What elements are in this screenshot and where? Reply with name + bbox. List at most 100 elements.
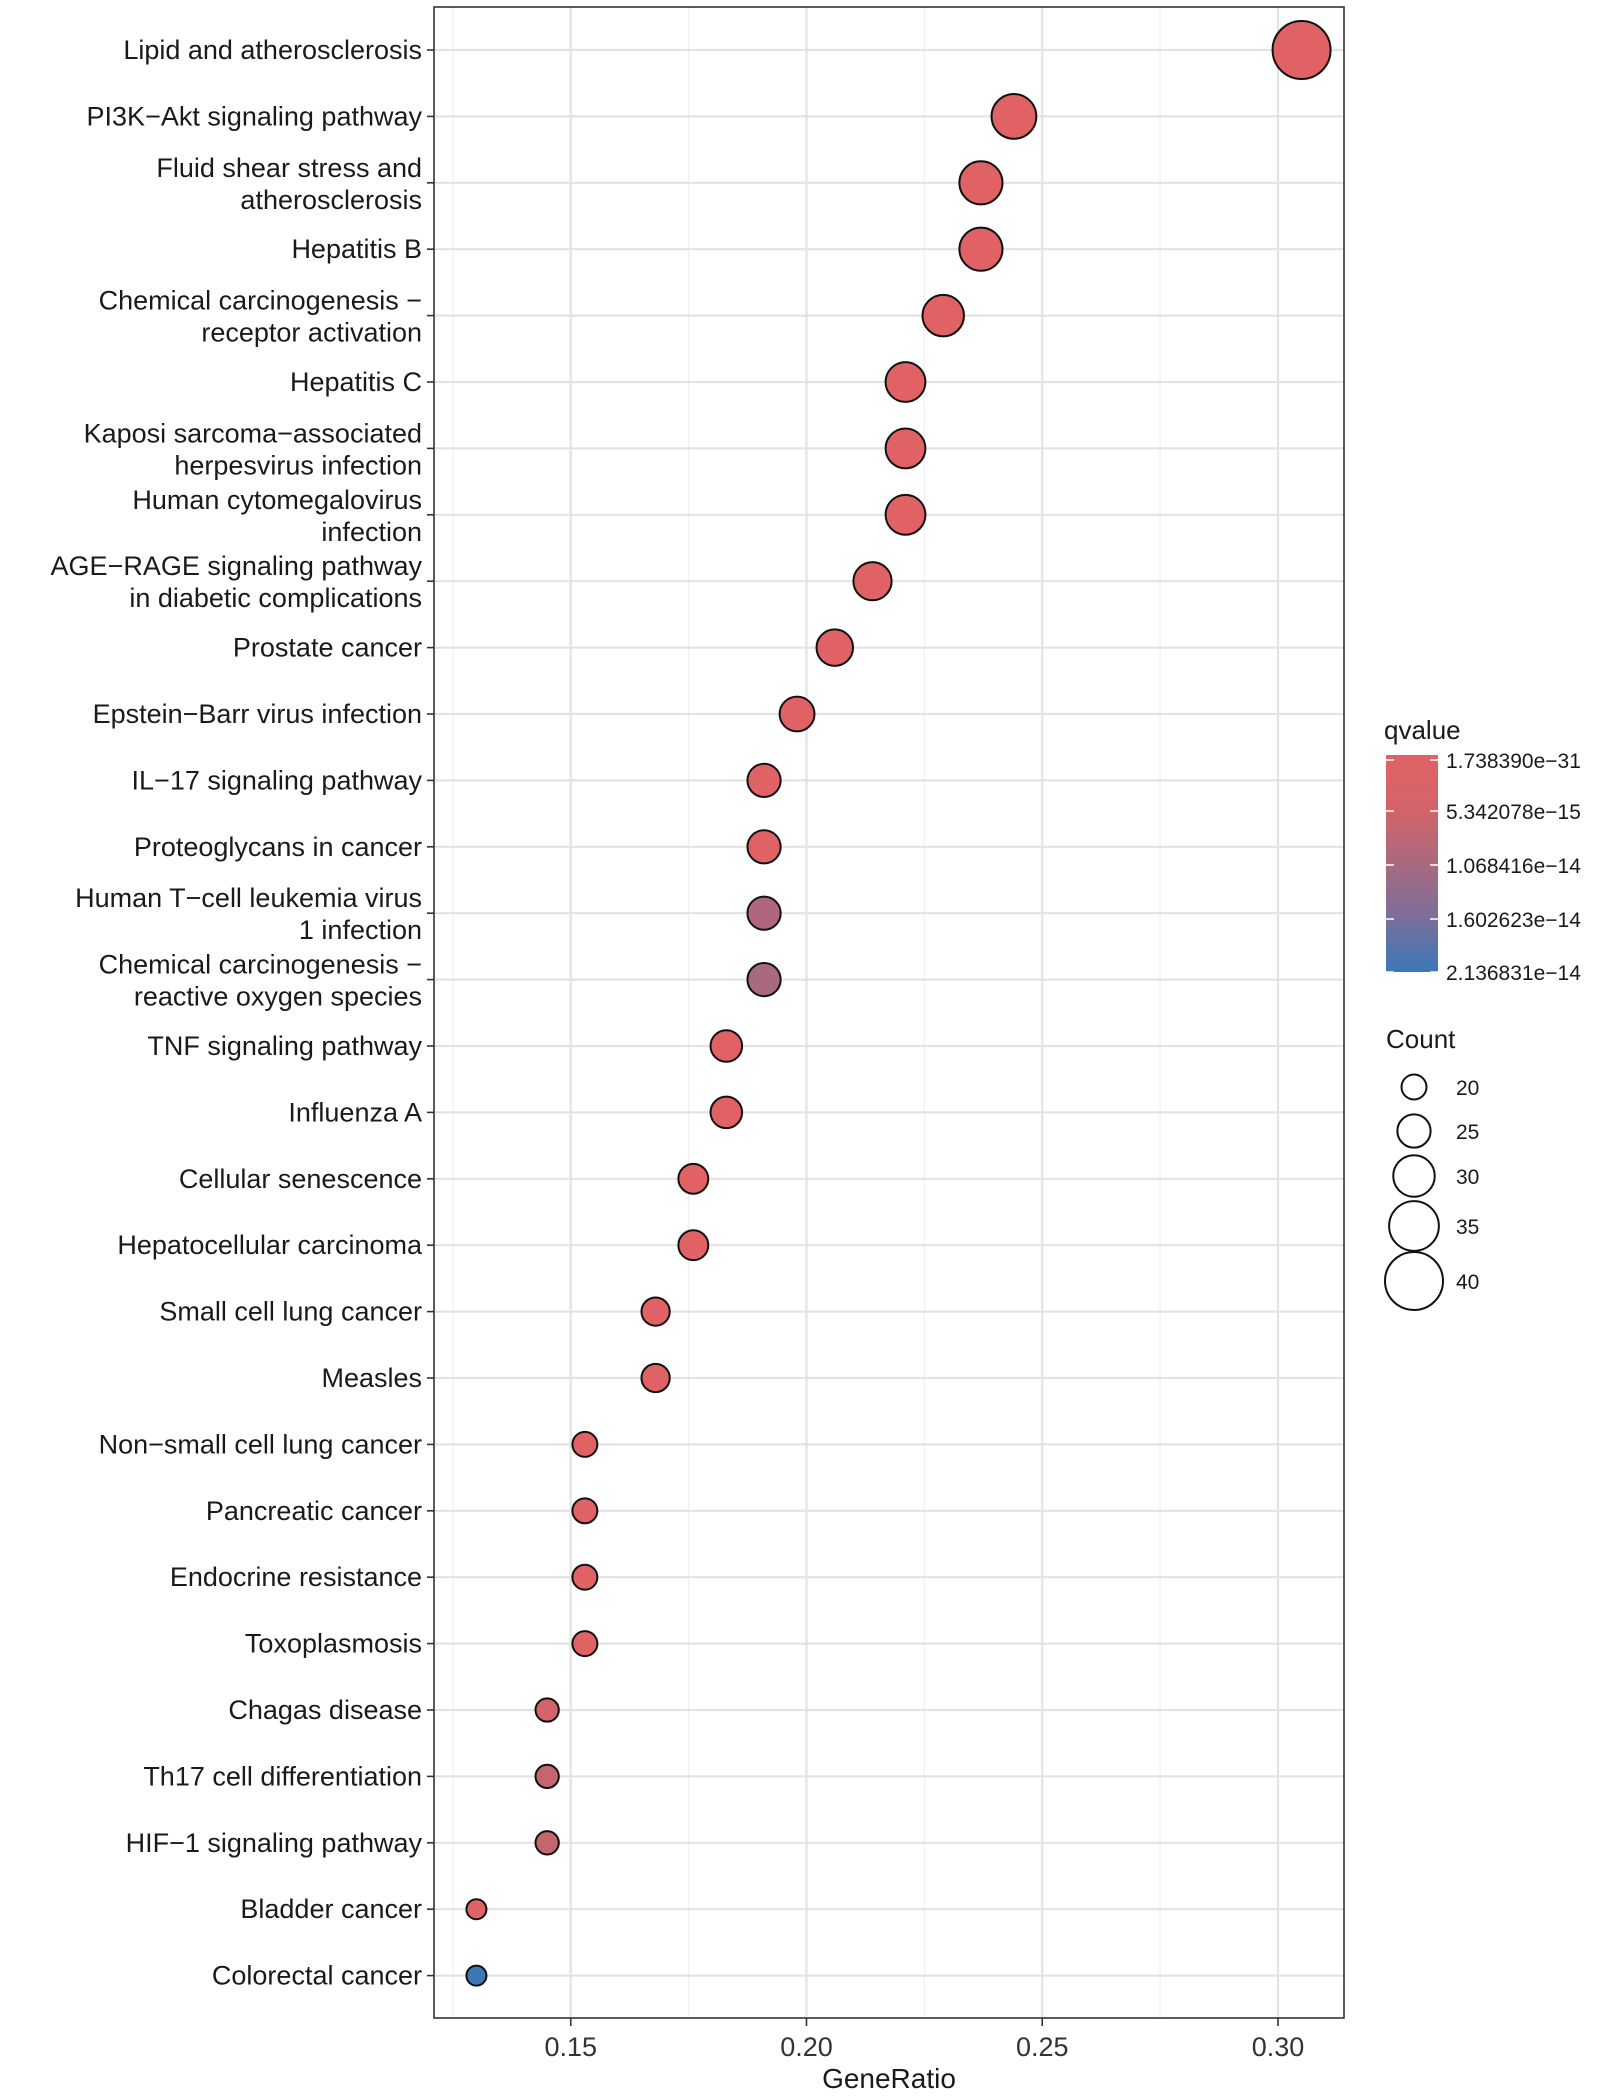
category-label: Hepatocellular carcinoma (117, 1230, 423, 1260)
category-label-line: Fluid shear stress and (156, 153, 422, 183)
category-label-line: Kaposi sarcoma−associated (84, 418, 422, 448)
data-point (571, 1563, 599, 1591)
category-label: AGE−RAGE signaling pathway in diabetic co… (51, 551, 423, 613)
data-point (778, 695, 816, 733)
x-axis-ticks: 0.15 0.20 0.25 0.30 (544, 2018, 1304, 2062)
data-point (709, 1095, 744, 1130)
y-axis-labels: Lipid and atherosclerosis PI3K−Akt signal… (51, 35, 434, 1991)
data-point (884, 427, 927, 470)
category-label: Fluid shear stress and atherosclerosis (156, 153, 422, 215)
data-points (465, 20, 1332, 1987)
data-point (640, 1362, 671, 1394)
category-label-line: 1 infection (299, 915, 422, 945)
category-label: Prostate cancer (233, 633, 422, 663)
category-label: PI3K−Akt signaling pathway (87, 101, 423, 131)
data-point (884, 493, 927, 536)
data-point (746, 829, 782, 865)
category-label-line: atherosclerosis (240, 185, 422, 215)
data-point (534, 1697, 560, 1723)
data-point (677, 1229, 710, 1262)
size-legend-title: Count (1386, 1024, 1456, 1054)
size-legend-label: 25 (1456, 1121, 1479, 1144)
data-point (465, 1964, 488, 1987)
data-point (640, 1296, 671, 1327)
data-point (990, 93, 1038, 140)
x-tick-label: 0.20 (780, 2032, 833, 2062)
x-tick-label: 0.25 (1016, 2032, 1069, 2062)
category-label-line: infection (321, 517, 422, 547)
data-point (571, 1630, 599, 1658)
color-legend-bar (1386, 755, 1438, 972)
x-tick-label: 0.30 (1252, 2032, 1305, 2062)
category-label-line: in diabetic complications (129, 583, 422, 613)
size-legend-label: 40 (1456, 1271, 1479, 1294)
category-label: Lipid and atherosclerosis (123, 35, 422, 65)
category-label: Non−small cell lung cancer (99, 1429, 422, 1459)
data-point (534, 1830, 560, 1856)
color-legend-labels: 1.738390e−31 5.342078e−15 1.068416e−14 1.60… (1386, 750, 1581, 985)
category-label: IL−17 signaling pathway (132, 765, 423, 795)
category-label-line: Chemical carcinogenesis − (99, 950, 422, 980)
category-label: Kaposi sarcoma−associated herpesvirus inf… (84, 418, 422, 480)
grid-lines (434, 7, 1344, 2018)
data-point (465, 1898, 488, 1921)
category-label: Hepatitis B (291, 234, 422, 264)
size-legend-circle (1400, 1073, 1428, 1101)
category-label-line: Human T−cell leukemia virus (75, 883, 422, 913)
data-point (852, 561, 893, 602)
color-legend-label: 1.602623e−14 (1446, 909, 1581, 932)
category-label: Small cell lung cancer (159, 1297, 422, 1327)
category-label: Human cytomegalovirus infection (132, 485, 422, 547)
category-label: Epstein−Barr virus infection (93, 699, 422, 729)
category-label: Measles (321, 1363, 422, 1393)
color-legend-label: 5.342078e−15 (1446, 801, 1581, 824)
category-label: Pancreatic cancer (206, 1496, 422, 1526)
category-label: HIF−1 signaling pathway (126, 1828, 423, 1858)
data-point (571, 1430, 599, 1458)
size-legend-label: 35 (1456, 1216, 1479, 1239)
data-point (746, 961, 782, 998)
category-label: Chemical carcinogenesis − receptor activa… (99, 286, 422, 348)
size-legend: Count 20 25 30 35 40 (1384, 1024, 1479, 1311)
category-label: Endocrine resistance (170, 1562, 422, 1592)
color-legend-label: 1.738390e−31 (1446, 750, 1581, 773)
data-point (958, 160, 1004, 206)
x-axis-title: GeneRatio (822, 2063, 956, 2094)
size-legend-circle (1396, 1113, 1432, 1149)
category-label: Th17 cell differentiation (143, 1761, 422, 1791)
size-legend-items: 20 25 30 35 40 (1384, 1073, 1479, 1311)
data-point (677, 1162, 710, 1195)
color-legend-title: qvalue (1384, 715, 1461, 745)
category-label: TNF signaling pathway (147, 1031, 422, 1061)
data-point (709, 1029, 744, 1063)
size-legend-label: 30 (1456, 1166, 1479, 1189)
size-legend-label: 20 (1456, 1077, 1479, 1100)
data-point (1271, 20, 1332, 80)
category-label: Hepatitis C (290, 367, 422, 397)
category-label: Influenza A (288, 1097, 422, 1127)
category-label: Chagas disease (228, 1695, 422, 1725)
category-label-line: Chemical carcinogenesis − (99, 286, 422, 316)
data-point (815, 628, 855, 667)
data-point (958, 226, 1004, 272)
size-legend-circle (1384, 1251, 1444, 1311)
color-legend: qvalue 1.738390e−31 5.342078e−15 1.068416e… (1384, 715, 1581, 985)
data-point (884, 361, 927, 403)
color-legend-label: 1.068416e−14 (1446, 855, 1581, 878)
size-legend-circle (1388, 1200, 1440, 1252)
data-point (571, 1497, 599, 1525)
data-point (534, 1763, 560, 1790)
category-label-line: Human cytomegalovirus (132, 485, 422, 515)
category-label-line: AGE−RAGE signaling pathway (51, 551, 423, 581)
plot-border (433, 6, 1345, 2019)
category-label-line: reactive oxygen species (134, 982, 422, 1012)
category-label-line: herpesvirus infection (174, 450, 422, 480)
plot-panel (434, 7, 1344, 2018)
category-label-line: receptor activation (201, 318, 422, 348)
category-label: Chemical carcinogenesis − reactive oxygen… (99, 950, 422, 1012)
category-label: Cellular senescence (179, 1164, 422, 1194)
x-tick-label: 0.15 (544, 2032, 597, 2062)
category-label: Human T−cell leukemia virus 1 infection (75, 883, 422, 945)
color-legend-label: 2.136831e−14 (1446, 962, 1581, 985)
